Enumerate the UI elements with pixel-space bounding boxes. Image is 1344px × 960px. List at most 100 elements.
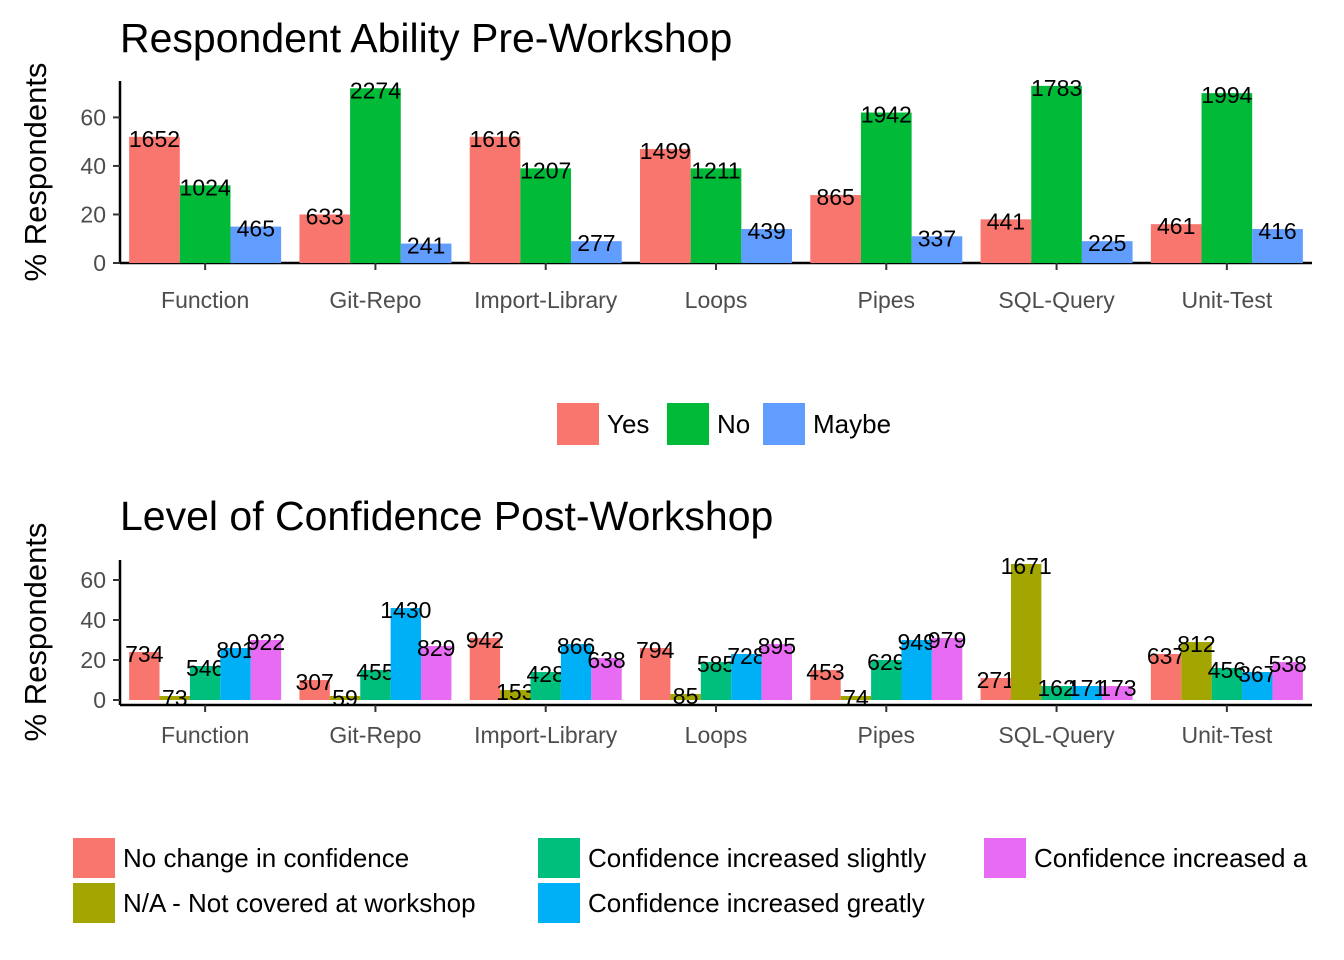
bar <box>350 88 401 263</box>
y-tick-label: 40 <box>80 153 106 179</box>
bar <box>329 696 361 700</box>
data-label: 173 <box>1098 675 1136 701</box>
data-label: 728 <box>727 643 765 669</box>
bar <box>980 678 1011 700</box>
legend-swatch <box>984 838 1026 878</box>
data-label: 428 <box>527 661 565 687</box>
bar <box>670 694 701 700</box>
data-label: 1671 <box>1001 553 1052 579</box>
data-label: 241 <box>407 233 445 259</box>
legend-label: Confidence increased greatly <box>588 888 925 918</box>
bar <box>1211 668 1243 700</box>
data-label: 74 <box>843 685 869 711</box>
y-axis-label: % Respondents <box>18 523 53 742</box>
data-label: 585 <box>697 651 735 677</box>
bar <box>1272 662 1303 700</box>
legend-label: Yes <box>607 409 649 439</box>
x-tick-label: Import-Library <box>474 287 618 313</box>
data-label: 277 <box>577 230 615 256</box>
legend-swatch <box>557 403 599 445</box>
data-label: 307 <box>295 669 333 695</box>
bar <box>1181 642 1212 700</box>
data-label: 546 <box>186 655 224 681</box>
bar <box>469 638 501 700</box>
bar <box>159 696 190 700</box>
data-label: 637 <box>1147 643 1185 669</box>
data-label: 59 <box>332 685 358 711</box>
bar <box>871 660 902 700</box>
bar <box>250 640 282 700</box>
y-tick-label: 40 <box>80 607 106 633</box>
data-label: 461 <box>1157 213 1195 239</box>
bar <box>690 168 742 263</box>
data-label: 162 <box>1037 675 1075 701</box>
bar <box>390 608 422 700</box>
x-tick-label: Loops <box>685 722 748 748</box>
bar <box>1081 241 1133 263</box>
data-label: 441 <box>987 208 1025 234</box>
data-label: 85 <box>673 683 699 709</box>
bar <box>911 236 963 263</box>
bar <box>761 644 792 700</box>
bar <box>640 648 671 700</box>
data-label: 866 <box>557 633 595 659</box>
x-tick-label: Pipes <box>858 287 916 313</box>
data-label: 638 <box>587 647 625 673</box>
bar <box>299 214 351 263</box>
legend-swatch <box>763 403 805 445</box>
x-tick-label: Function <box>161 722 249 748</box>
chart-title: Level of Confidence Post-Workshop <box>120 493 773 539</box>
data-label: 1652 <box>129 126 180 152</box>
bar <box>571 241 622 263</box>
legend-swatch <box>667 403 709 445</box>
bar <box>1150 224 1202 263</box>
post-workshop-chart: Level of Confidence Post-Workshop % Resp… <box>18 493 1312 923</box>
data-label: 633 <box>306 203 344 229</box>
bar <box>520 168 572 263</box>
y-axis-label: % Respondents <box>18 63 53 282</box>
x-tick-label: Import-Library <box>474 722 618 748</box>
data-label: 1783 <box>1031 75 1082 101</box>
data-label: 416 <box>1258 218 1296 244</box>
bar <box>129 652 160 700</box>
bar <box>860 112 912 264</box>
legend-label: Confidence increased a <box>1034 843 1308 873</box>
data-label: 455 <box>356 659 394 685</box>
bar <box>179 185 231 263</box>
legend-label: N/A - Not covered at workshop <box>123 888 476 918</box>
bar <box>1150 654 1182 700</box>
legend-swatch <box>73 883 115 923</box>
bar <box>931 638 963 700</box>
y-tick-label: 0 <box>93 687 106 713</box>
bar <box>530 672 561 700</box>
data-label: 1616 <box>469 126 520 152</box>
y-tick-label: 20 <box>80 201 106 227</box>
data-label: 225 <box>1088 230 1126 256</box>
bar <box>421 646 452 700</box>
bar <box>731 654 762 700</box>
bar <box>189 666 221 700</box>
bar <box>810 670 841 700</box>
bar <box>220 648 251 700</box>
data-label: 1207 <box>520 157 571 183</box>
y-tick-label: 20 <box>80 647 106 673</box>
y-tick-label: 60 <box>80 104 106 130</box>
legend-label: Maybe <box>813 409 891 439</box>
x-tick-label: Pipes <box>858 722 916 748</box>
data-label: 1430 <box>380 597 431 623</box>
bar <box>1071 686 1103 700</box>
bar <box>1041 686 1072 700</box>
data-label: 337 <box>918 225 956 251</box>
x-tick-label: SQL-Query <box>998 722 1115 748</box>
y-tick-label: 0 <box>93 250 106 276</box>
data-label: 629 <box>867 649 905 675</box>
bar <box>400 243 452 263</box>
data-label: 271 <box>977 667 1015 693</box>
data-label: 829 <box>417 635 455 661</box>
pre-workshop-chart: Respondent Ability Pre-Workshop % Respon… <box>18 15 1312 445</box>
data-label: 538 <box>1268 651 1306 677</box>
x-tick-label: Unit-Test <box>1181 287 1272 313</box>
bar <box>360 670 391 700</box>
legend-label: No change in confidence <box>123 843 409 873</box>
bar <box>980 219 1032 263</box>
